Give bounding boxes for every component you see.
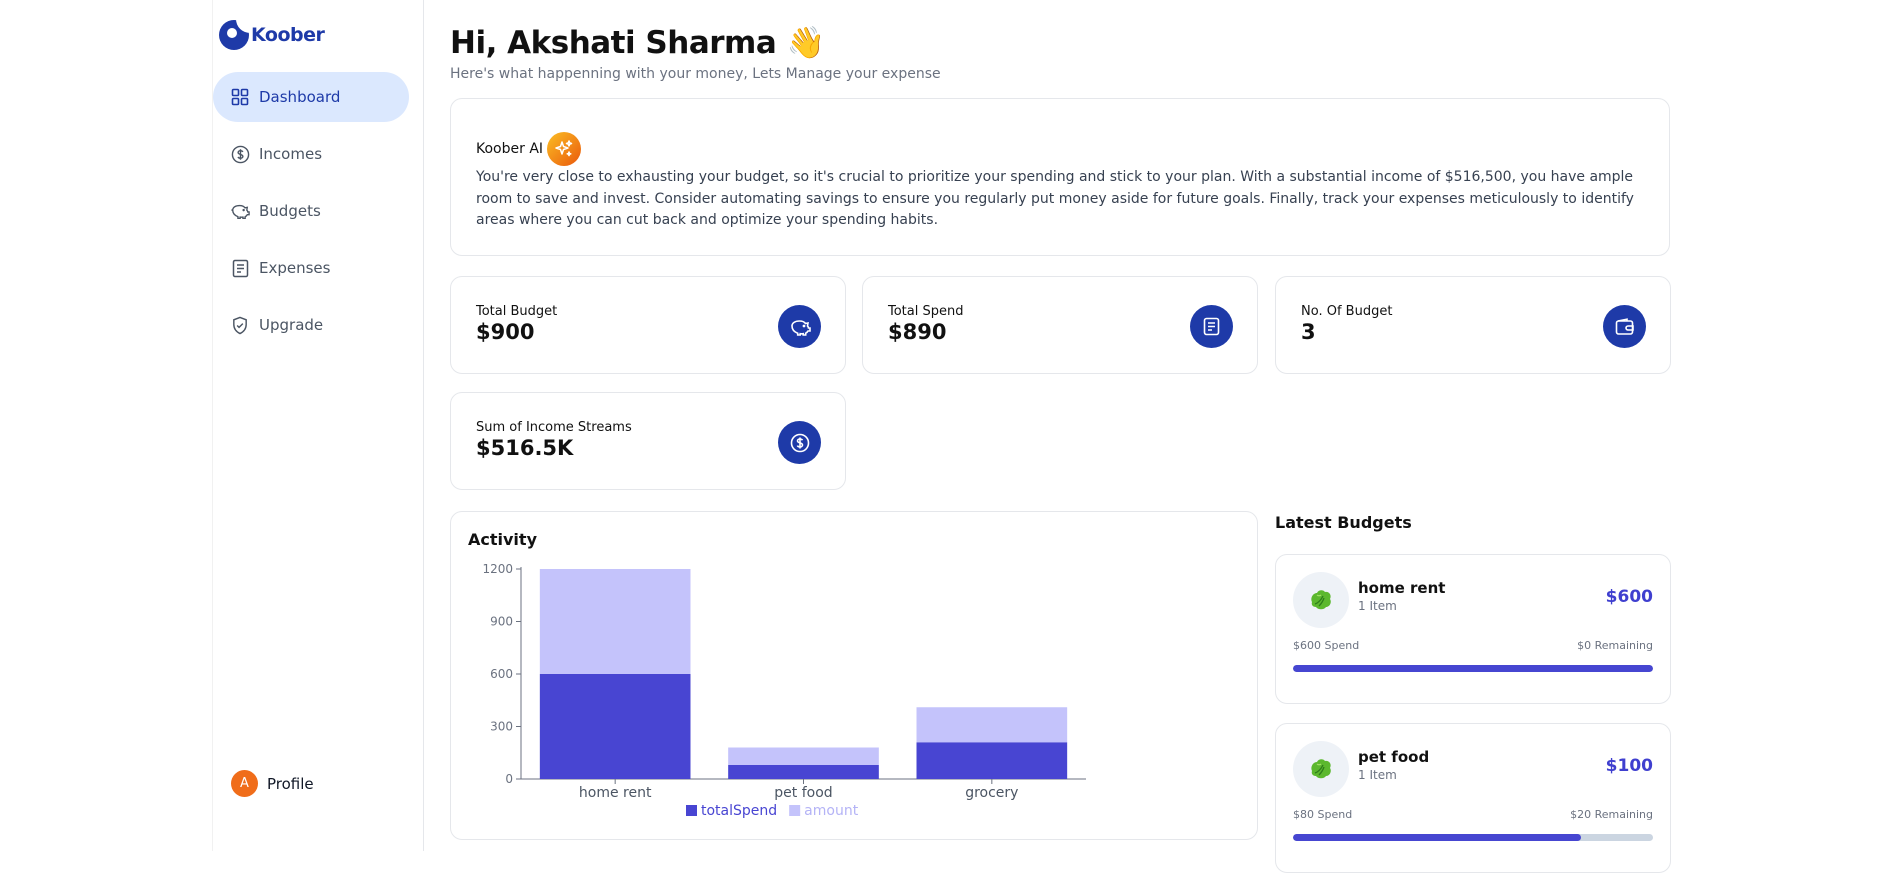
avatar: A <box>231 770 258 797</box>
sidebar-item-label: Expenses <box>259 259 331 277</box>
stat-value: 3 <box>1301 320 1316 344</box>
lettuce-icon <box>1293 572 1349 628</box>
page-subtitle: Here's what happenning with your money, … <box>450 66 941 82</box>
stat-label: Total Spend <box>888 304 964 319</box>
page-title: Hi, Akshati Sharma 👋 <box>450 25 825 61</box>
bar-totalSpend <box>539 674 691 779</box>
budget-spend: $80 Spend <box>1293 808 1353 821</box>
x-tick-label: grocery <box>965 785 1018 801</box>
bar-amount <box>916 707 1068 743</box>
budget-card[interactable]: pet food 1 Item $100 $80 Spend $20 Remai… <box>1275 723 1671 873</box>
piggy-bank-icon <box>778 305 821 348</box>
budget-amount: $100 <box>1605 756 1653 776</box>
budget-progress-bar <box>1293 834 1653 841</box>
y-tick-label: 300 <box>490 720 513 734</box>
sidebar: Koober Dashboard Incomes Budgets Expense… <box>212 0 424 851</box>
stat-value: $890 <box>888 320 947 344</box>
sidebar-item-upgrade[interactable]: Upgrade <box>213 300 409 350</box>
profile-button[interactable]: A Profile <box>231 770 314 797</box>
budget-item-count: 1 Item <box>1358 768 1397 782</box>
bar-amount <box>728 747 879 765</box>
activity-chart: 0 300 600 900 1200 home rent pet food grocery to… <box>482 562 1086 819</box>
sidebar-item-label: Incomes <box>259 145 323 163</box>
stat-label: Sum of Income Streams <box>476 420 632 435</box>
logo-icon <box>219 19 250 50</box>
budget-remaining: $0 Remaining <box>1577 639 1653 652</box>
stat-value: $900 <box>476 320 535 344</box>
bar-totalSpend <box>916 742 1068 779</box>
ai-insight-card: Koober AI You're very close to exhaustin… <box>450 98 1670 256</box>
sidebar-item-budgets[interactable]: Budgets <box>213 186 409 236</box>
budget-card[interactable]: home rent 1 Item $600 $600 Spend $0 Rema… <box>1275 554 1671 704</box>
sidebar-item-incomes[interactable]: Incomes <box>213 129 409 179</box>
receipt-icon <box>230 258 250 278</box>
budget-spend: $600 Spend <box>1293 639 1360 652</box>
sidebar-item-label: Budgets <box>259 202 321 220</box>
budget-remaining: $20 Remaining <box>1570 808 1653 821</box>
sidebar-item-dashboard[interactable]: Dashboard <box>213 72 409 122</box>
bar-amount <box>539 569 691 674</box>
legend-swatch <box>789 805 801 816</box>
latest-budgets-title: Latest Budgets <box>1275 513 1412 532</box>
x-tick-label: home rent <box>579 785 652 801</box>
activity-card: Activity 0 300 600 900 1200 home rent pet food… <box>450 511 1258 840</box>
budget-progress-fill <box>1293 665 1653 672</box>
piggy-bank-icon <box>230 201 250 221</box>
sparkle-icon <box>547 132 582 166</box>
brand-name: Koober <box>251 24 325 46</box>
budget-name: home rent <box>1358 579 1446 597</box>
legend-label: amount <box>804 803 859 819</box>
y-tick-label: 1200 <box>482 562 513 576</box>
stat-card-no-of-budget: No. Of Budget 3 <box>1275 276 1671 374</box>
wallet-icon <box>1603 305 1646 348</box>
y-tick-label: 900 <box>490 615 513 629</box>
activity-title: Activity <box>468 530 537 549</box>
stat-card-total-spend: Total Spend $890 <box>862 276 1258 374</box>
sidebar-item-expenses[interactable]: Expenses <box>213 243 409 293</box>
budget-item-count: 1 Item <box>1358 599 1397 613</box>
dollar-circle-icon <box>778 421 821 464</box>
y-tick-label: 0 <box>505 772 513 786</box>
budget-amount: $600 <box>1605 587 1653 607</box>
stat-card-income-streams: Sum of Income Streams $516.5K <box>450 392 846 490</box>
ai-title-label: Koober AI <box>476 141 544 157</box>
shield-check-icon <box>230 315 250 335</box>
budget-progress-fill <box>1293 834 1581 841</box>
bar-totalSpend <box>728 765 879 779</box>
grid-icon <box>230 87 250 107</box>
dollar-circle-icon <box>230 144 250 164</box>
x-tick-label: pet food <box>774 785 832 801</box>
stat-value: $516.5K <box>476 436 574 460</box>
ai-insight-text: You're very close to exhausting your bud… <box>476 169 1634 228</box>
profile-label: Profile <box>267 774 314 793</box>
budget-progress-bar <box>1293 665 1653 672</box>
stat-label: Total Budget <box>476 304 558 319</box>
budget-name: pet food <box>1358 748 1430 766</box>
ai-title: Koober AI <box>476 132 582 166</box>
receipt-icon <box>1190 305 1233 348</box>
sidebar-item-label: Dashboard <box>259 88 341 106</box>
sidebar-item-label: Upgrade <box>259 316 324 334</box>
stat-card-total-budget: Total Budget $900 <box>450 276 846 374</box>
y-tick-label: 600 <box>490 667 513 681</box>
brand-logo[interactable]: Koober <box>219 19 325 50</box>
legend-swatch <box>686 805 697 816</box>
legend-label: totalSpend <box>701 803 777 819</box>
stat-label: No. Of Budget <box>1301 304 1393 319</box>
lettuce-icon <box>1293 741 1349 797</box>
sidebar-nav: Dashboard Incomes Budgets Expenses Upgra… <box>213 72 409 357</box>
